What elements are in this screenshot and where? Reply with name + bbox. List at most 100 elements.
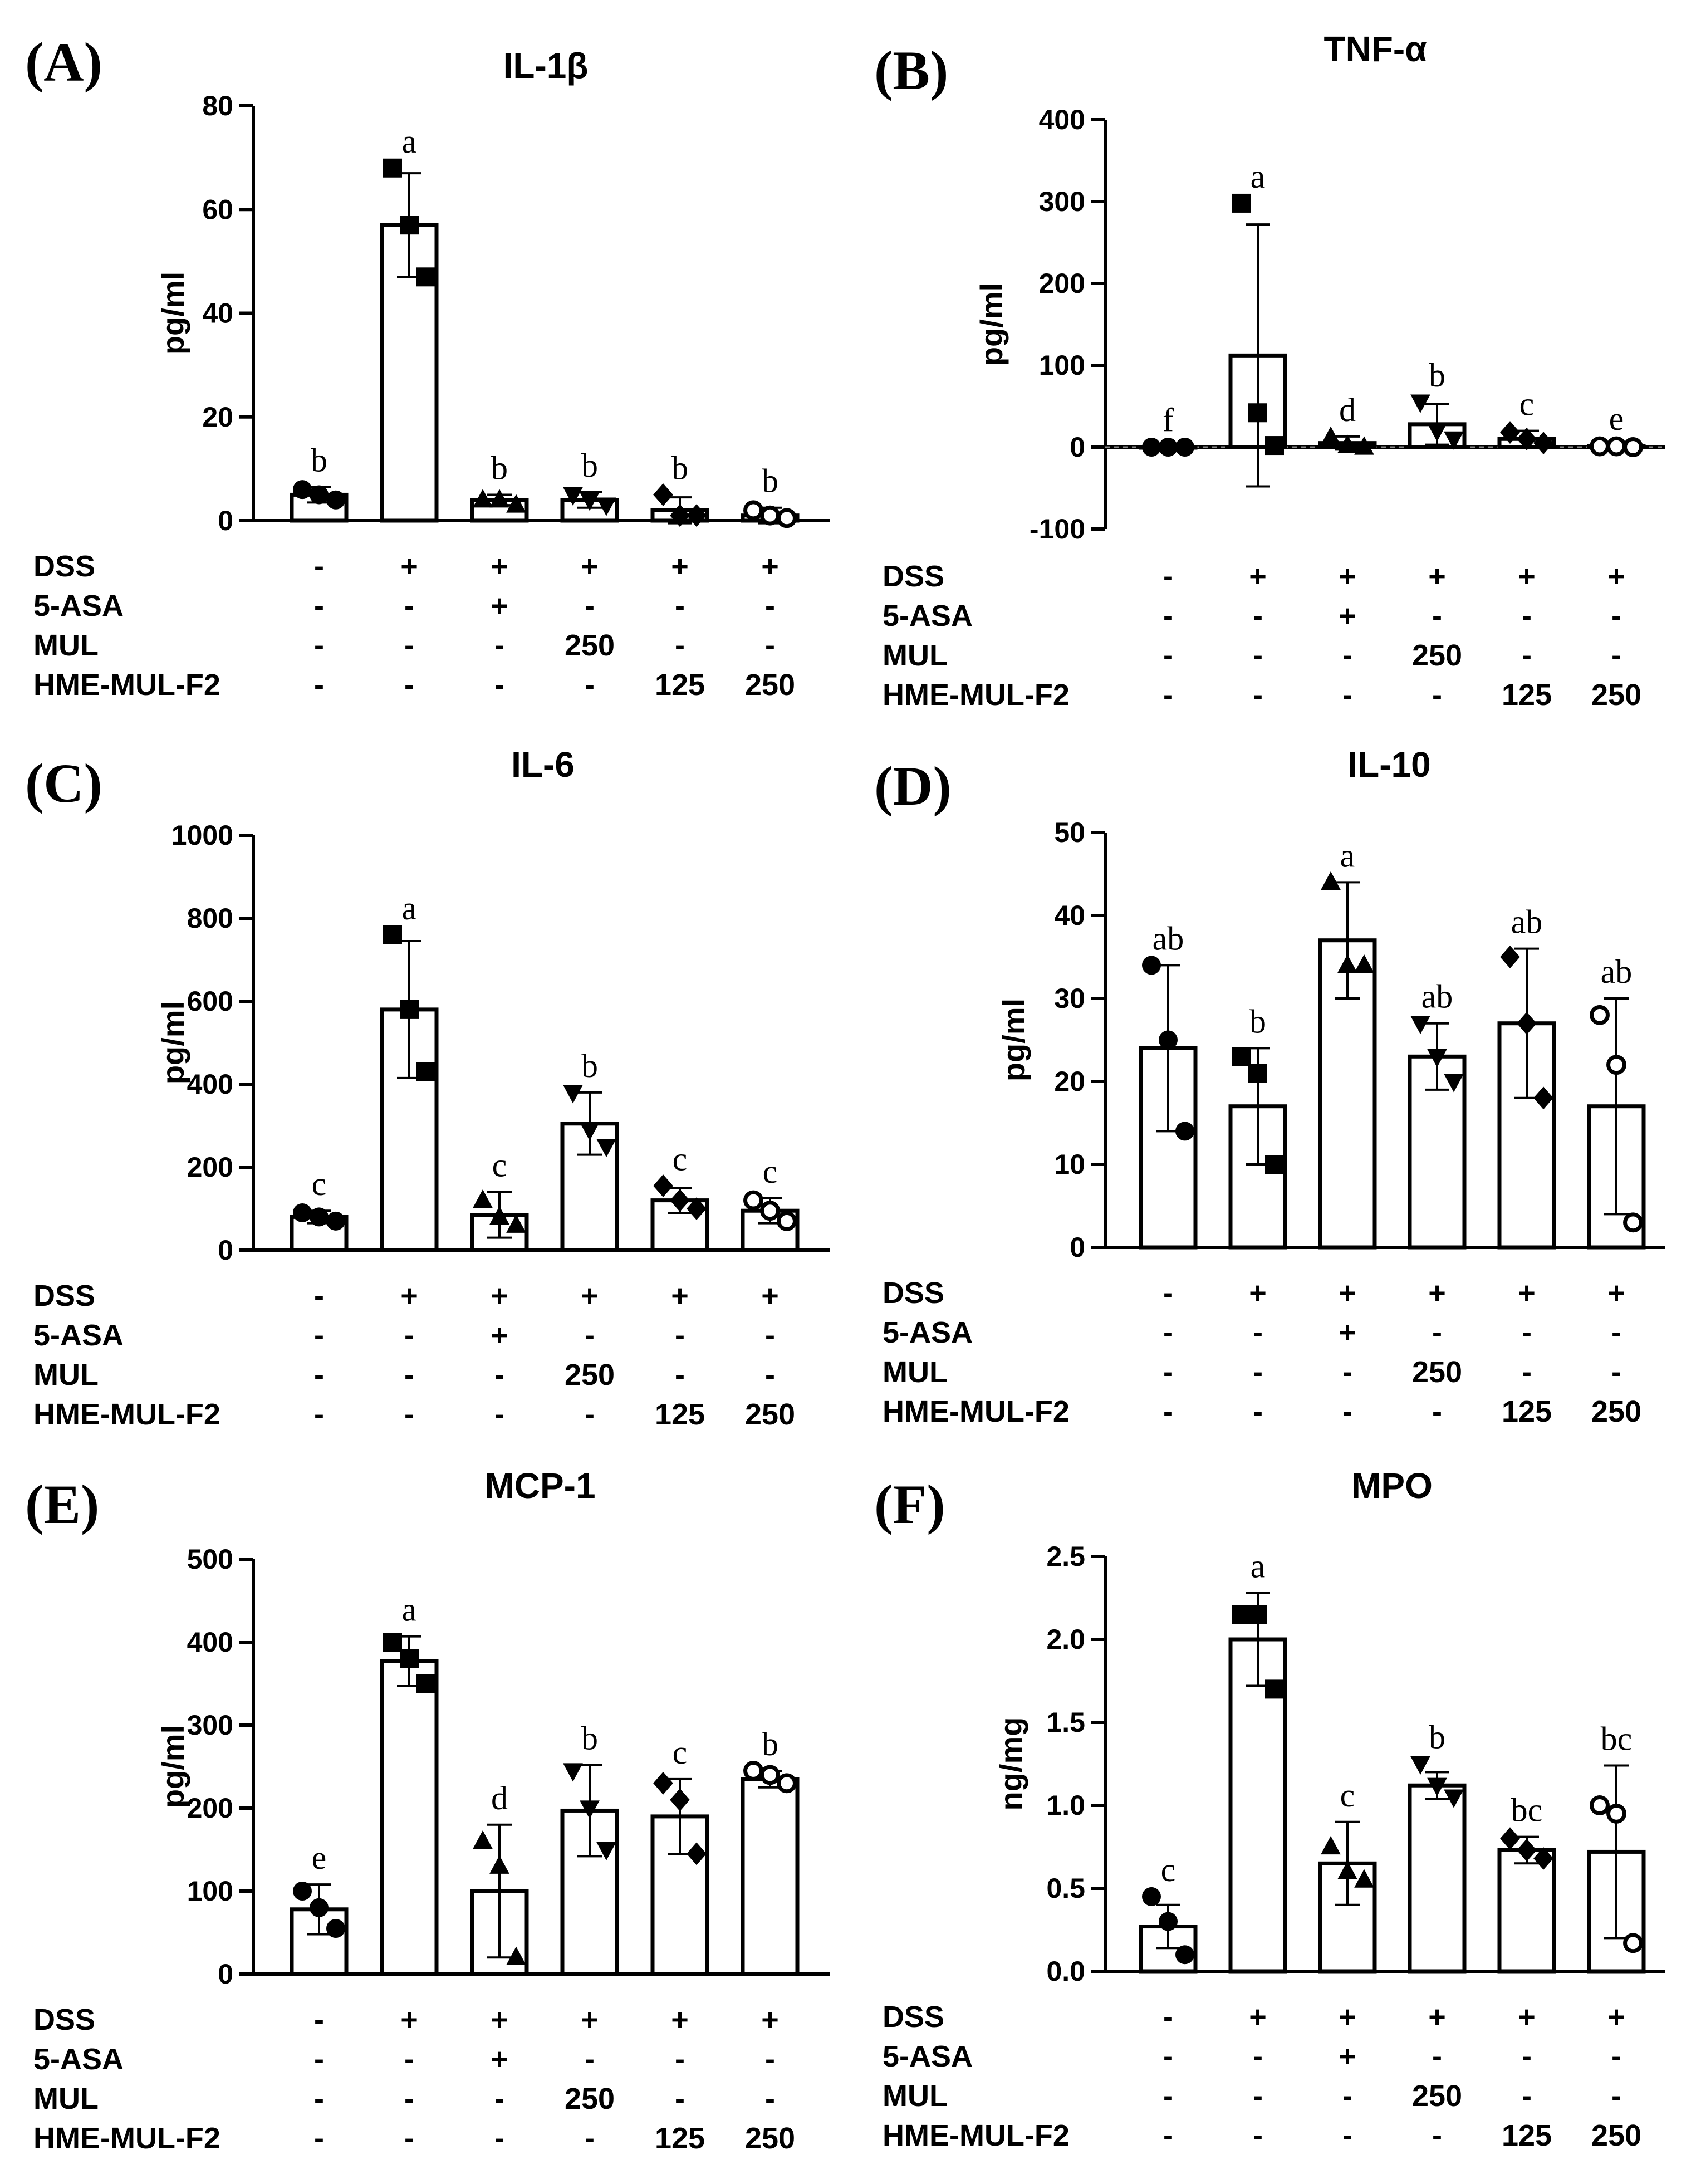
treatment-cell: - [675, 2043, 685, 2076]
treatment-cell: - [1253, 599, 1263, 633]
data-point [1354, 1869, 1374, 1888]
data-point [653, 1771, 673, 1795]
treatment-cell: 125 [655, 1398, 705, 1431]
treatment-cell: - [314, 1279, 324, 1313]
treatment-cell: 250 [745, 2122, 795, 2155]
treatment-cell: - [494, 2082, 504, 2116]
treatment-cell: - [1253, 2040, 1263, 2073]
y-tick-label: 0 [218, 1235, 233, 1266]
treatment-cell: - [1253, 1316, 1263, 1349]
treatment-cell: + [491, 2043, 508, 2076]
treatment-row-label: MUL [883, 639, 948, 672]
y-tick-label: 0.5 [1046, 1873, 1085, 1904]
data-point [1354, 954, 1374, 973]
significance-letter: c [1519, 386, 1535, 423]
significance-letter: a [1251, 1548, 1266, 1585]
treatment-cell: - [404, 2082, 414, 2116]
treatment-cell: - [1342, 1395, 1352, 1428]
data-point [383, 925, 402, 944]
treatment-cell: + [761, 1279, 779, 1313]
bar [1408, 1783, 1467, 1974]
treatment-cell: - [1342, 2119, 1352, 2152]
y-tick-label: 200 [187, 1152, 233, 1183]
significance-letter: c [673, 1141, 688, 1178]
data-point [383, 158, 402, 178]
significance-letter: a [402, 890, 417, 927]
y-tick-label: 20 [1054, 1066, 1085, 1097]
treatment-cell: - [1611, 639, 1621, 672]
data-point [653, 1174, 673, 1197]
data-point [1321, 1835, 1341, 1855]
y-tick-label: 100 [187, 1876, 233, 1907]
treatment-cell: - [1432, 1395, 1442, 1428]
treatment-cell: + [581, 2003, 599, 2036]
data-point [670, 504, 690, 527]
treatment-cell: 250 [565, 629, 615, 662]
treatment-cell: - [675, 2082, 685, 2116]
treatment-cell: - [585, 1398, 595, 1431]
data-point [743, 500, 763, 521]
significance-letter: b [762, 1726, 778, 1762]
data-point [416, 1062, 435, 1081]
data-point [760, 1201, 780, 1221]
y-tick-label: 0.0 [1046, 1956, 1085, 1987]
data-point [1265, 1679, 1284, 1699]
y-tick-label: 80 [202, 90, 233, 121]
data-point [1337, 1860, 1357, 1879]
data-point [1606, 1055, 1626, 1075]
panel-label: (D) [874, 755, 952, 817]
data-point [310, 485, 329, 505]
y-axis-label: pg/ml [996, 998, 1031, 1081]
significance-letter: d [1339, 391, 1356, 428]
treatment-cell: + [400, 1279, 418, 1313]
treatment-cell: - [585, 1319, 595, 1352]
treatment-cell: - [1611, 599, 1621, 633]
significance-letter: b [762, 463, 778, 500]
data-point [563, 487, 583, 506]
treatment-cell: 250 [1412, 2079, 1462, 2113]
chart-title: IL-10 [1347, 745, 1430, 785]
data-point [310, 1898, 329, 1917]
y-tick-label: 2.5 [1046, 1541, 1085, 1572]
treatment-cell: - [494, 1398, 504, 1431]
treatment-cell: 125 [655, 668, 705, 702]
treatment-cell: - [404, 1398, 414, 1431]
data-point [293, 1882, 312, 1901]
treatment-cell: - [1611, 1316, 1621, 1349]
significance-letter: e [1609, 400, 1624, 437]
treatment-cell: + [491, 589, 508, 623]
significance-letter: b [581, 1720, 598, 1757]
treatment-cell: + [1249, 560, 1267, 593]
treatment-cell: + [491, 550, 508, 583]
treatment-cell: - [1163, 639, 1173, 672]
data-point [1517, 1012, 1537, 1035]
treatment-cell: - [494, 2122, 504, 2155]
chart-panel-5: (E) MCP-1 0 100 200 300 400 500 pg/ml e a d b c b DSS - +… [25, 1466, 830, 2155]
significance-letter: ab [1601, 953, 1633, 990]
treatment-cell: + [1249, 1276, 1267, 1310]
treatment-row-label: MUL [883, 2079, 948, 2113]
data-point [1410, 394, 1430, 413]
treatment-cell: + [671, 2003, 689, 2036]
data-point [687, 1197, 707, 1220]
treatment-row-label: 5-ASA [883, 2040, 973, 2073]
y-tick-label: 1.0 [1046, 1790, 1085, 1821]
significance-letter: bc [1601, 1720, 1633, 1757]
data-point [1410, 1756, 1430, 1775]
data-point [489, 1206, 509, 1225]
data-point [596, 497, 616, 516]
data-point [1175, 438, 1194, 457]
treatment-cell: - [314, 550, 324, 583]
data-point [1590, 1005, 1610, 1025]
data-point [1623, 1212, 1643, 1233]
data-point [293, 1203, 312, 1222]
significance-letter: c [763, 1153, 778, 1190]
data-point [1321, 871, 1341, 890]
treatment-cell: - [314, 2082, 324, 2116]
significance-letter: a [402, 1592, 417, 1628]
data-point [473, 1830, 493, 1849]
treatment-cell: - [675, 1319, 685, 1352]
data-point [563, 1085, 583, 1104]
data-point [1444, 1074, 1464, 1093]
